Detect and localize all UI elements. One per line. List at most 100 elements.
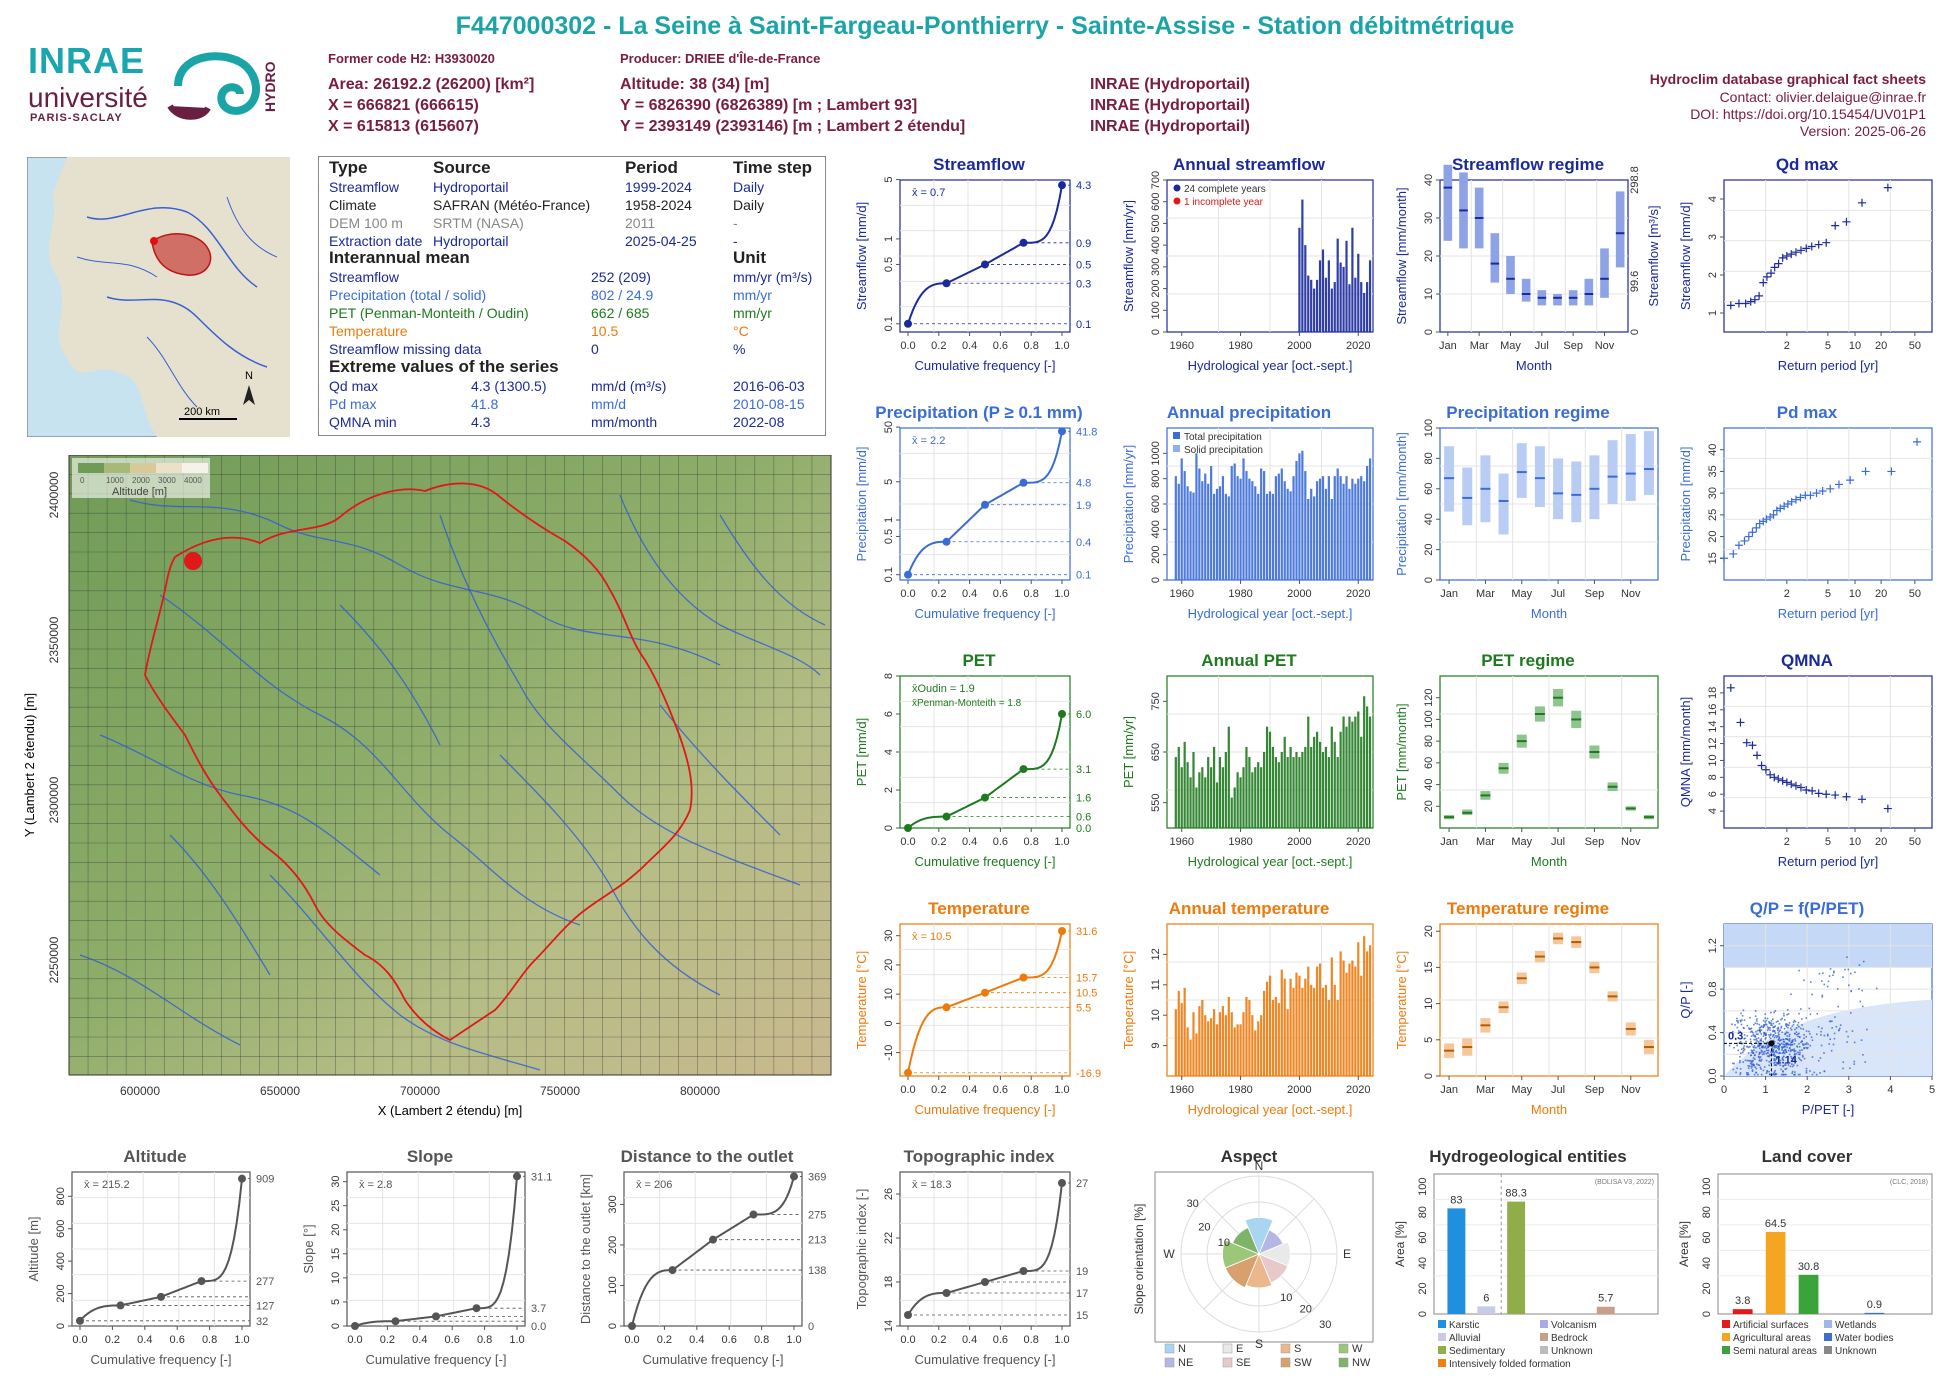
annual-bar (1324, 277, 1328, 332)
qp-point (1821, 994, 1824, 997)
y-tick-label: 30 (883, 930, 895, 942)
y-axis-label: Streamflow [mm/d] (854, 202, 869, 310)
annual-bar (1333, 476, 1336, 580)
legend-swatch (1222, 1357, 1233, 1368)
annual-bar (1242, 458, 1245, 580)
y-tick-label: 0.5 (883, 529, 895, 544)
qp-annot-y: 0.3 (1728, 1030, 1743, 1042)
qp-point (1749, 1028, 1752, 1030)
qp-point (1754, 1066, 1757, 1068)
annual-bar (1263, 752, 1266, 828)
x-tick-label: 0.6 (993, 588, 1008, 600)
qp-point (1768, 1045, 1771, 1048)
y-tick-label: 35 (1707, 465, 1719, 477)
annual-bar (1310, 279, 1313, 332)
bar-value-label: 83 (1450, 1194, 1462, 1206)
annual-bar (1330, 957, 1333, 1076)
qp-point (1788, 1033, 1791, 1036)
hydro-logo-icon (167, 52, 260, 120)
right-tick-label: 41.8 (1076, 426, 1097, 438)
qp-point (1846, 956, 1848, 958)
chart-streamflow-regime: Streamflow regime Jan Mar May Jul Sep Nov 0 10 20… (1394, 155, 1661, 373)
annual-bar (1280, 752, 1283, 828)
y-tick-label: 1.2 (1707, 938, 1719, 953)
return-point (1741, 299, 1750, 308)
qp-point (1851, 1030, 1854, 1032)
qp-point (1799, 1051, 1801, 1054)
qp-point (1777, 1020, 1779, 1022)
qp-point (1803, 1043, 1806, 1046)
category-bar (1765, 1231, 1786, 1314)
legend-swatch (1338, 1357, 1349, 1368)
annual-bar (1257, 493, 1260, 580)
qp-point (1746, 1059, 1749, 1062)
qp-point (1751, 1065, 1753, 1068)
annual-bar (1189, 777, 1192, 828)
qp-point (1778, 1030, 1781, 1033)
right-tick-label: 6.0 (1076, 709, 1091, 721)
right-tick-label: 27 (1076, 1178, 1088, 1190)
qp-point (1749, 1054, 1752, 1057)
qp-point (1781, 1058, 1784, 1061)
qp-point (1742, 1047, 1745, 1049)
x-tick-label: 0.6 (445, 1334, 460, 1346)
qp-point (1780, 1073, 1783, 1076)
qp-point (1790, 1041, 1792, 1044)
annual-bar (1357, 942, 1360, 1076)
qp-point (1760, 1068, 1762, 1070)
return-point (1802, 244, 1811, 253)
doi-link[interactable]: DOI: https://doi.org/10.15454/UV01P1 (1690, 106, 1926, 122)
x-tick-label: 1 (1763, 1084, 1769, 1096)
annual-bar (1224, 752, 1227, 828)
qp-point (1774, 1032, 1777, 1034)
qp-point (1751, 1063, 1753, 1066)
x-tick-label: 20 (1875, 836, 1887, 848)
qp-point (1755, 1071, 1758, 1074)
qp-point (1777, 1061, 1780, 1064)
qp-point (1776, 1047, 1779, 1050)
qp-point (1811, 1056, 1814, 1058)
annual-bar (1298, 227, 1301, 332)
inset-map: 200 km N (27, 157, 290, 437)
qp-point (1766, 1070, 1769, 1073)
qp-point (1739, 1019, 1742, 1022)
annual-bar (1313, 987, 1316, 1076)
qp-point (1790, 1029, 1793, 1031)
qp-point (1794, 1032, 1796, 1035)
qp-point (1788, 1047, 1791, 1050)
qp-point (1754, 1036, 1757, 1038)
qp-point (1802, 1044, 1805, 1046)
annual-bar (1368, 716, 1372, 828)
qp-point (1734, 1038, 1737, 1041)
qp-point (1752, 1033, 1755, 1036)
chart-title: Aspect (1221, 1147, 1278, 1166)
qp-point (1823, 983, 1826, 986)
annual-bar (1318, 260, 1322, 332)
mean-unit: % (733, 341, 746, 357)
legend-swatch (1540, 1320, 1548, 1328)
qp-point (1836, 988, 1839, 990)
qp-point (1817, 1059, 1820, 1062)
annual-bar (1218, 757, 1222, 828)
return-point (1796, 493, 1805, 502)
annual-bar (1274, 996, 1277, 1076)
qp-point (1781, 1049, 1783, 1051)
qp-point (1767, 1046, 1769, 1049)
x-tick-label: 0.4 (962, 588, 977, 600)
return-point (1791, 248, 1800, 257)
y-tick-label: 100 (1423, 710, 1435, 728)
x-tick-label: May (1511, 836, 1532, 848)
annual-bar (1315, 279, 1319, 332)
qp-point (1810, 1036, 1813, 1039)
qp-point (1811, 993, 1813, 996)
qp-point (1783, 1043, 1786, 1046)
qp-point (1791, 1060, 1794, 1062)
return-point (1729, 549, 1738, 558)
annual-bar (1330, 288, 1333, 332)
y-lambert2: Y = 2393149 (2393146) [m ; Lambert 2 éte… (620, 118, 966, 135)
qp-point (1787, 1013, 1790, 1015)
qp-point (1791, 1040, 1794, 1043)
qp-point (1759, 1066, 1762, 1069)
qp-point (1782, 1064, 1784, 1067)
y-axis-label: Temperature [°C] (854, 951, 869, 1049)
